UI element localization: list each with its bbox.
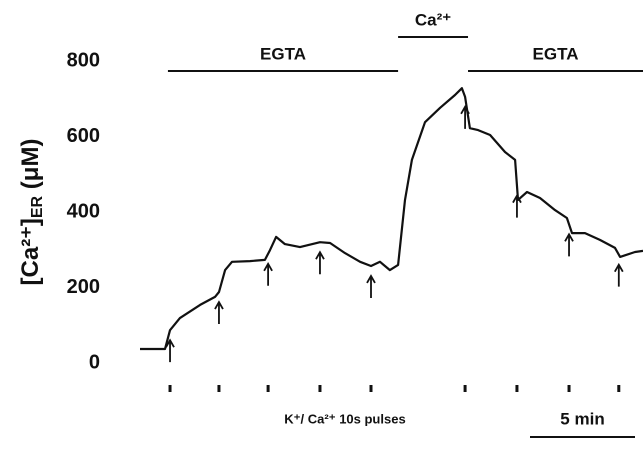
y-label-unit: (μM) [17,139,44,196]
period-label: EGTA [533,44,579,63]
period-label: Ca²⁺ [415,10,451,29]
pulse-arrow [460,105,470,129]
pulse-arrow [614,262,624,287]
pulse-arrow [315,250,325,275]
pulse-arrow [165,338,175,363]
period-label: EGTA [260,44,306,63]
pulse-arrow [263,261,273,286]
y-tick-label: 600 [67,125,100,147]
pulse-arrow [564,232,574,257]
pulse-arrow [366,274,376,298]
y-tick-label: 0 [89,351,100,373]
pulse-arrow [512,193,522,218]
x-label: K⁺/ Ca²⁺ 10s pulses [284,411,405,426]
y-tick-label: 400 [67,200,100,222]
y-label: [Ca²⁺]ER (μM) [17,139,46,286]
y-label-main: [Ca²⁺] [17,218,44,285]
pulse-arrow [214,300,224,325]
scale-bar-label: 5 min [560,409,604,428]
trace [140,87,643,351]
y-label-sub: ER [29,195,46,218]
y-tick-label: 800 [67,49,100,71]
y-tick-label: 200 [67,276,100,298]
